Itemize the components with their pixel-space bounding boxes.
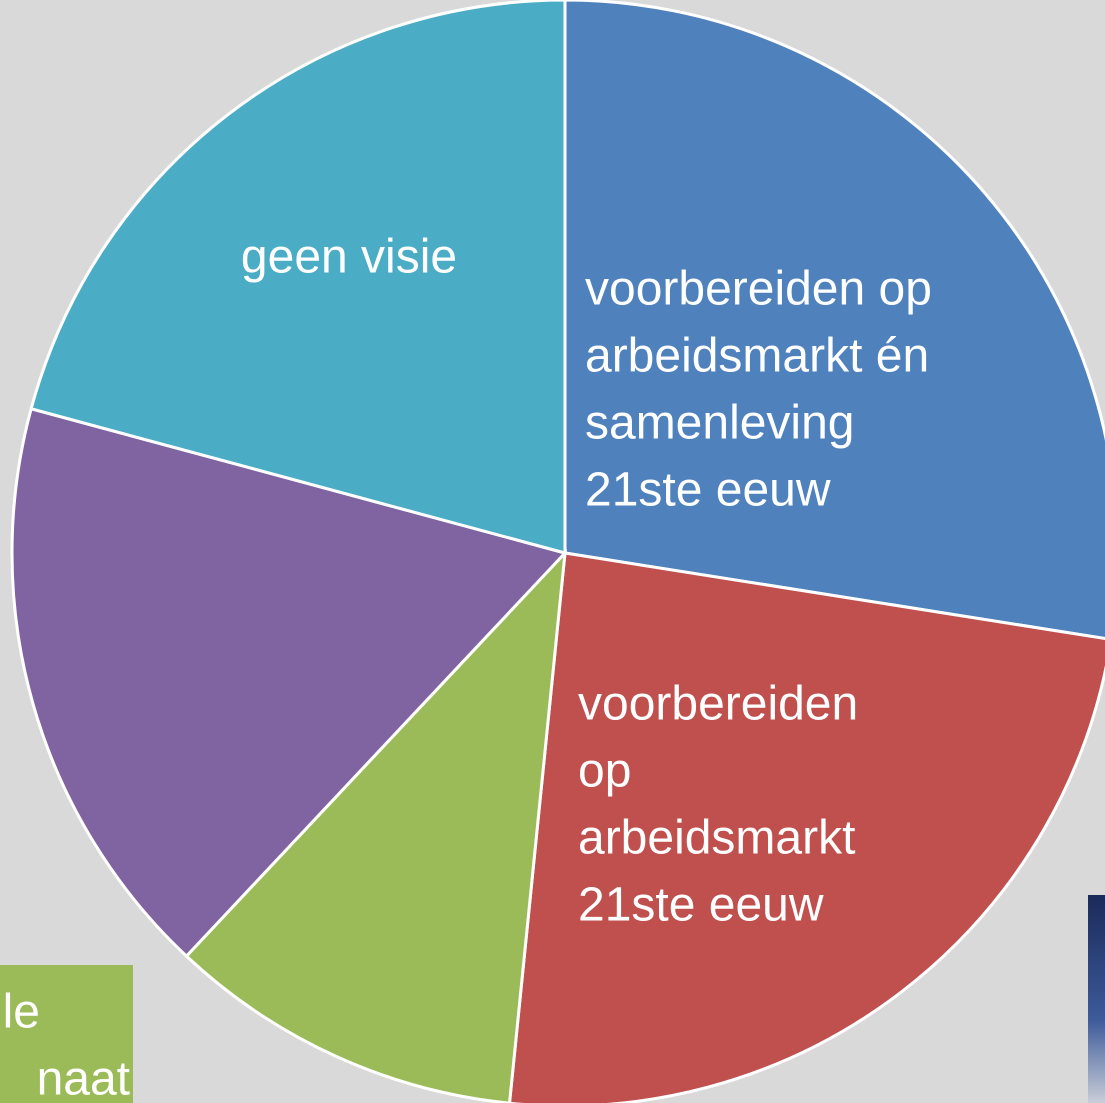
slice-label: op xyxy=(578,745,631,798)
slice-label: arbeidsmarkt xyxy=(578,812,855,865)
callout-text: le xyxy=(3,986,40,1039)
pie-slice xyxy=(10,406,568,959)
pie-slice xyxy=(563,0,1105,641)
slice-label: samenleving xyxy=(585,397,854,450)
slice-label: 21ste eeuw xyxy=(585,464,831,517)
slice-label: arbeidsmarkt én xyxy=(585,330,929,383)
pie-slice xyxy=(29,0,567,555)
callout-box xyxy=(0,965,133,1103)
slice-label: voorbereiden xyxy=(578,678,858,731)
callout-text: naat xyxy=(37,1053,130,1103)
pie-slice xyxy=(184,548,567,1103)
thumbnail-image xyxy=(1088,895,1105,1103)
slice-label: geen visie xyxy=(241,231,457,284)
slice-label: voorbereiden op xyxy=(585,263,932,316)
slice-label: 21ste eeuw xyxy=(578,879,824,932)
